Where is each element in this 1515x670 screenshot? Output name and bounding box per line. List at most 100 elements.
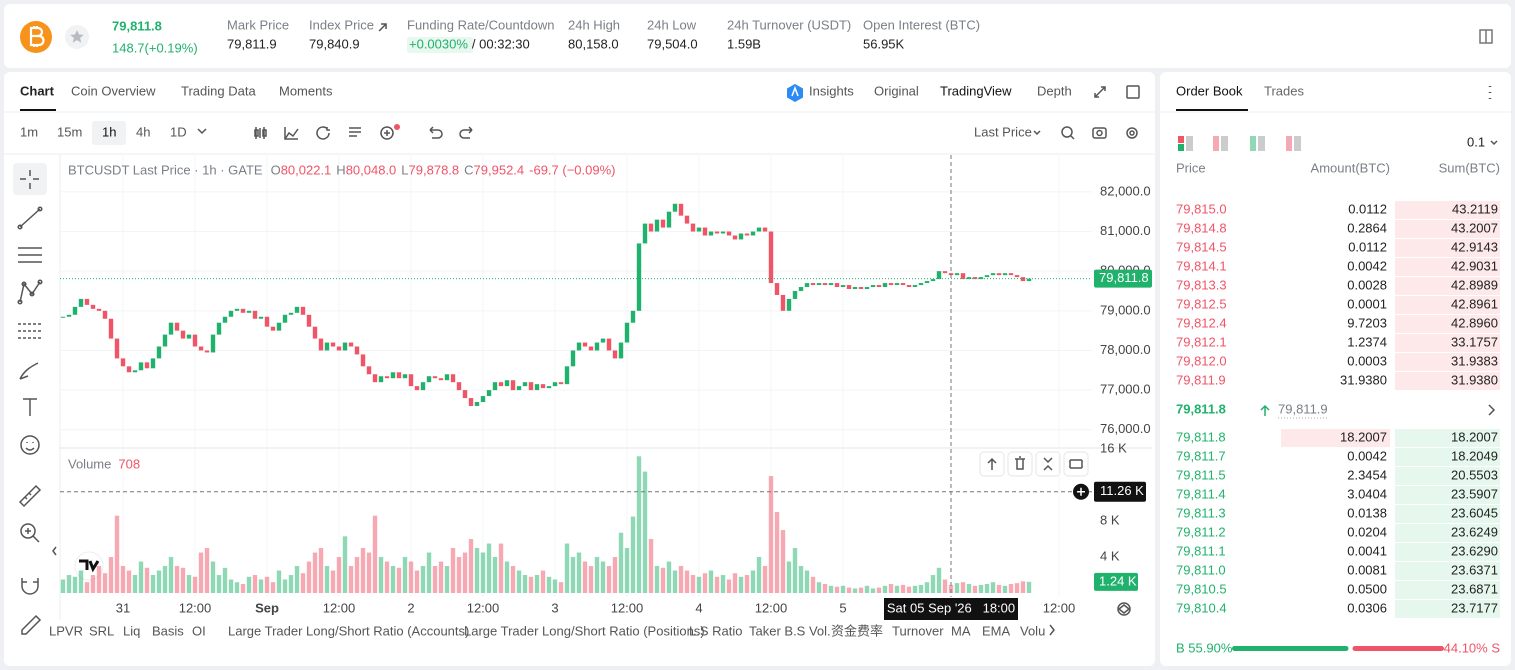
stat-value: 80,158.0 [568, 36, 619, 51]
book-sum: 42.8989 [1451, 277, 1498, 292]
interval[interactable]: 15m [57, 124, 82, 139]
indicator[interactable]: Taker B.S Vol. [749, 623, 831, 638]
indicator[interactable]: LPVR [49, 623, 83, 638]
indicator[interactable]: MA [951, 623, 971, 638]
depth-bg [1395, 334, 1500, 352]
candle [972, 277, 978, 280]
candle [846, 285, 852, 290]
candle [1002, 273, 1008, 276]
volume-bar [66, 575, 72, 593]
book-sum: 33.1757 [1451, 334, 1498, 349]
indicator[interactable]: Liq [123, 623, 140, 638]
view-tab[interactable]: Depth [1037, 83, 1072, 98]
volume-bar [996, 584, 1002, 593]
volume-bar [456, 557, 462, 593]
favorite-button[interactable] [65, 25, 89, 49]
x-tick-label: 12:00 [611, 600, 644, 615]
book-price: 79,814.5 [1176, 239, 1227, 254]
candle [756, 227, 762, 232]
volume-bar [126, 570, 132, 593]
order-book-layout-icons[interactable] [1178, 136, 1301, 151]
book-amount: 0.0028 [1347, 277, 1387, 292]
volume-bar [354, 557, 360, 593]
interval[interactable]: 1h [102, 124, 116, 139]
chart-tab[interactable]: Chart [20, 83, 55, 98]
volume-bar [834, 586, 840, 593]
candle [234, 308, 240, 311]
toolbar-icons[interactable] [197, 85, 1498, 146]
notice-dot [394, 124, 400, 130]
volume-bar [216, 575, 222, 593]
indicator[interactable]: Volu [1020, 623, 1045, 638]
candle [648, 223, 654, 232]
book-amount: 0.0041 [1347, 543, 1387, 558]
candle [522, 382, 528, 387]
volume-bar [990, 582, 996, 593]
indicator[interactable]: L.S Ratio [689, 623, 742, 638]
volume-bar [708, 570, 714, 593]
view-tab[interactable]: TradingView [940, 83, 1012, 98]
volume-bar [642, 471, 648, 593]
drawing-tools[interactable] [17, 170, 1496, 636]
volume-bar [120, 566, 126, 593]
book-tab[interactable]: Order Book [1176, 83, 1243, 98]
candle [990, 273, 996, 276]
volume-bar [90, 575, 96, 593]
precision[interactable]: 0.1 [1467, 134, 1485, 149]
candle [132, 370, 138, 373]
indicator[interactable]: Large Trader Long/Short Ratio (Positions… [464, 623, 705, 638]
volume-bar [360, 548, 366, 593]
volume-bar [60, 579, 66, 593]
indicator[interactable]: 资金费率 [831, 623, 883, 638]
indicator[interactable]: SRL [89, 623, 114, 638]
candle [474, 402, 480, 406]
view-tab[interactable]: Original [874, 83, 919, 98]
view-tab[interactable]: Insights [809, 83, 854, 98]
volume-bar [234, 582, 240, 593]
volume-bar [594, 557, 600, 593]
volume-pane-buttons[interactable] [979, 451, 1089, 477]
candle [378, 376, 384, 383]
indicator[interactable]: Large Trader Long/Short Ratio (Accounts) [228, 623, 469, 638]
indicator[interactable]: EMA [982, 623, 1011, 638]
book-amount: 0.0112 [1348, 239, 1387, 254]
depth-bg [1395, 467, 1500, 485]
candle [66, 314, 72, 317]
candle [822, 283, 828, 286]
book-amount: 0.0500 [1347, 581, 1387, 596]
guide-icon[interactable] [1479, 29, 1493, 44]
volume-bar [816, 582, 822, 593]
candle [192, 334, 198, 347]
y-tick-label: 76,000.0 [1100, 421, 1151, 436]
book-sum: 23.6290 [1451, 543, 1498, 558]
volume-bar [804, 570, 810, 593]
price-type[interactable]: Last Price [974, 124, 1032, 139]
volume-bar [732, 573, 738, 593]
chart-tab[interactable]: Moments [279, 83, 333, 98]
indicator[interactable]: Basis [152, 623, 184, 638]
stat-label: Open Interest (BTC) [863, 17, 980, 32]
x-tick-label: 31 [116, 600, 130, 615]
book-amount: 2.3454 [1347, 467, 1387, 482]
book-amount: 0.0081 [1347, 562, 1387, 577]
volume-bar [762, 566, 768, 593]
volume-bar [492, 557, 498, 593]
chart-tab[interactable]: Coin Overview [71, 83, 156, 98]
candle [558, 382, 564, 385]
candle [264, 316, 270, 327]
candle [396, 372, 402, 379]
interval[interactable]: 1D [170, 124, 187, 139]
book-tab[interactable]: Trades [1264, 83, 1304, 98]
book-sum: 23.6249 [1451, 524, 1498, 539]
interval[interactable]: 4h [136, 124, 150, 139]
candle [198, 346, 204, 351]
chart-tab[interactable]: Trading Data [181, 83, 256, 98]
book-price: 79,814.8 [1176, 220, 1227, 235]
book-sum: 42.9031 [1451, 258, 1498, 273]
candle [324, 342, 330, 351]
candle [594, 342, 600, 351]
interval[interactable]: 1m [20, 124, 38, 139]
indicator[interactable]: Turnover [892, 623, 944, 638]
indicator[interactable]: OI [192, 623, 206, 638]
volume-bar [948, 584, 954, 593]
